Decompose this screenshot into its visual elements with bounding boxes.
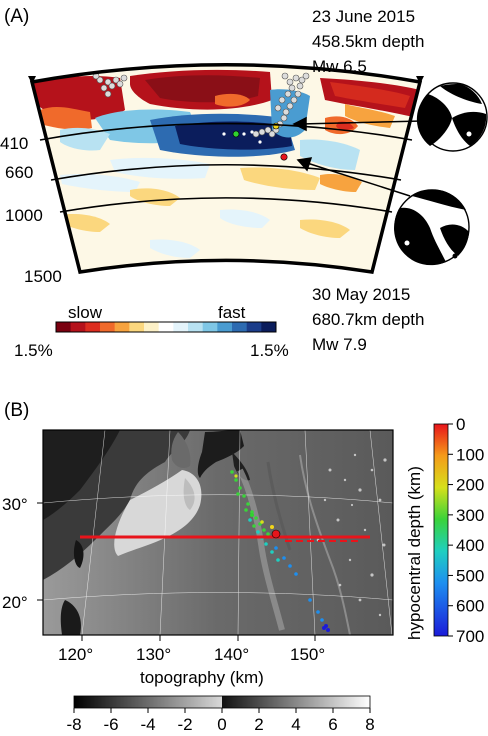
- depth-tick-label: 400: [456, 536, 484, 555]
- topo-tick-label: 6: [328, 715, 337, 734]
- colorbar-cell: [232, 322, 247, 332]
- colorbar-cell: [70, 322, 86, 332]
- map-event-green: [250, 513, 254, 517]
- colorbar-cell: [188, 322, 203, 332]
- colorbar-cell: [100, 322, 115, 332]
- colorbar-left-value: 1.5%: [14, 341, 53, 360]
- depth-colorbar-title: hypocentral depth (km): [405, 466, 424, 640]
- colorbar-cell: [202, 322, 218, 332]
- velocity-colorbar: slow fast 1.5% 1.5%: [14, 303, 289, 360]
- colorbar-cell: [261, 322, 277, 332]
- colorbar-cell: [217, 322, 233, 332]
- depth-tick-label: 300: [456, 506, 484, 525]
- colorbar-cell: [56, 322, 71, 332]
- panel-b-label: (B): [4, 400, 29, 421]
- map-event-red: [271, 529, 281, 539]
- colorbar-cell: [144, 322, 159, 332]
- colorbar-fast-label: fast: [218, 303, 246, 322]
- topo-tick-label: 4: [291, 715, 300, 734]
- event-2-info: 30 May 2015 680.7km depth Mw 7.9: [312, 285, 424, 354]
- beachball-event-2: [394, 189, 470, 266]
- map-event-yellow: [270, 525, 274, 529]
- depth-tick-label: 700: [456, 627, 484, 646]
- event-2-date: 30 May 2015: [312, 285, 410, 304]
- topo-tick-label: 0: [217, 715, 226, 734]
- depth-tick-label: 200: [456, 476, 484, 495]
- depth-tick-label: 600: [456, 597, 484, 616]
- depth-label-1500: 1500: [24, 267, 62, 286]
- event-arrows: [292, 116, 423, 197]
- topo-tick-label: 8: [365, 715, 374, 734]
- depth-tick-label: 0: [456, 415, 465, 434]
- colorbar-cell: [85, 322, 101, 332]
- lat-label-30: 30°: [2, 495, 28, 514]
- topo-tick-label: 2: [254, 715, 263, 734]
- beachball-event-1: [416, 82, 488, 152]
- depth-colorbar: 0 100 200 300 400 500 600 700 hypocentral depth…: [405, 415, 484, 646]
- depth-tick-label: 500: [456, 566, 484, 585]
- colorbar-right-value: 1.5%: [250, 341, 289, 360]
- event-green-marker: [232, 130, 240, 138]
- event-2-magnitude: Mw 7.9: [312, 335, 367, 354]
- topography-axis-label: topography (km): [140, 668, 264, 687]
- depth-label-410: 410: [0, 134, 28, 153]
- topography-colorbar: -8 -6 -4 -2 0 2 4 6 8: [66, 695, 375, 734]
- topo-tick-label: -2: [177, 715, 192, 734]
- lon-label-140: 140°: [214, 645, 249, 664]
- topo-tick-label: -4: [140, 715, 155, 734]
- topography-ticks: -8 -6 -4 -2 0 2 4 6 8: [66, 708, 375, 734]
- colorbar-slow-label: slow: [68, 303, 103, 322]
- event-1-magnitude: Mw 6.5: [312, 57, 367, 76]
- lon-label-150: 150°: [290, 645, 325, 664]
- colorbar-cells: [56, 322, 277, 332]
- depth-label-660: 660: [5, 163, 33, 182]
- event-1-depth: 458.5km depth: [312, 32, 424, 51]
- lon-label-130: 130°: [136, 645, 171, 664]
- depth-label-1000: 1000: [5, 206, 43, 225]
- depth-tick-label: 100: [456, 445, 484, 464]
- depth-contours: [39, 122, 413, 213]
- topography-map: [37, 429, 394, 641]
- event-1-date: 23 June 2015: [312, 7, 415, 26]
- event-2-depth: 680.7km depth: [312, 310, 424, 329]
- colorbar-cell: [246, 322, 262, 332]
- lon-label-120: 120°: [58, 645, 93, 664]
- topo-tick-label: -8: [66, 715, 81, 734]
- tomography-cross-section: [28, 63, 424, 274]
- event-red-marker: [280, 153, 288, 161]
- colorbar-cell: [158, 322, 174, 332]
- event-1-info: 23 June 2015 458.5km depth Mw 6.5: [312, 7, 424, 76]
- topo-tick-label: -6: [103, 715, 118, 734]
- panel-a-label: (A): [4, 6, 29, 27]
- colorbar-cell: [114, 322, 130, 332]
- colorbar-cell: [129, 322, 145, 332]
- lat-label-20: 20°: [2, 593, 28, 612]
- depth-ticks: 0 100 200 300 400 500 600 700: [448, 415, 484, 646]
- colorbar-cell: [173, 322, 189, 332]
